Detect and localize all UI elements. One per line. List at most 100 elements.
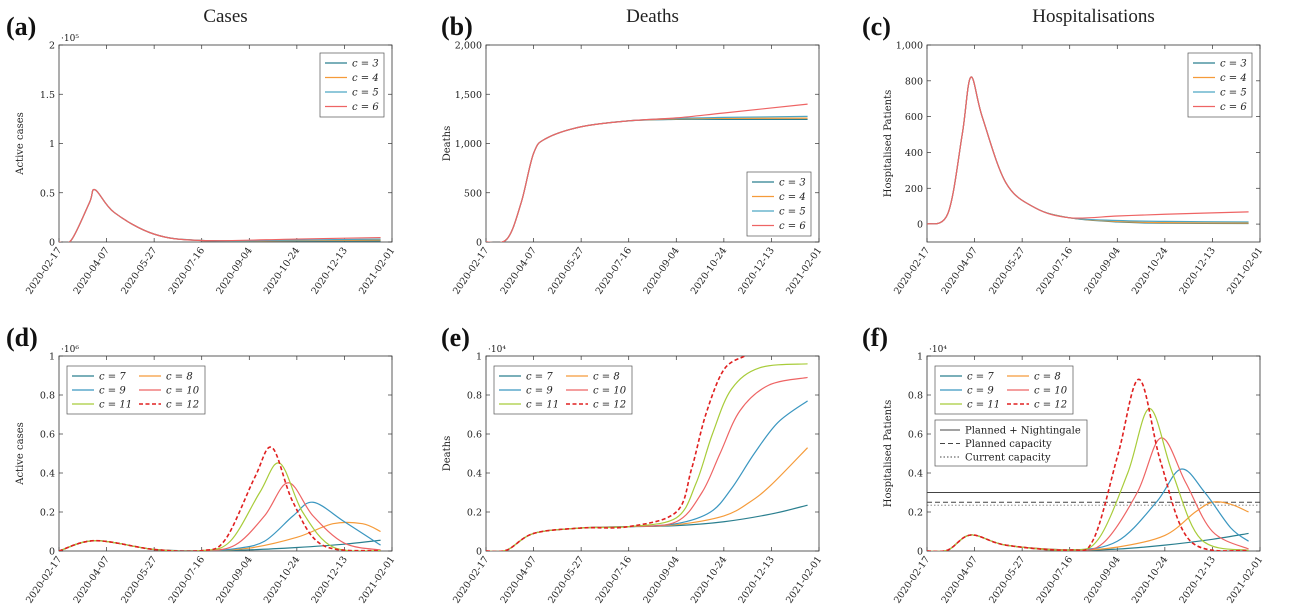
series-line-c-12	[927, 378, 1249, 551]
x-tick-label: 2020-04-07	[499, 245, 539, 296]
y-axis-label: Active cases	[15, 112, 26, 176]
y-tick-label: 1	[917, 352, 923, 363]
y-tick-label: 0.4	[40, 469, 55, 480]
y-tick-label: 1.5	[40, 90, 55, 101]
x-tick-label: 2021-02-01	[784, 245, 824, 296]
y-tick-label: 600	[905, 112, 923, 123]
legend-label: c = 4	[352, 73, 379, 84]
x-tick-label: 2020-12-13	[309, 554, 349, 605]
x-tick-label: 2020-04-07	[72, 554, 112, 605]
x-tick-label: 2020-10-24	[689, 245, 729, 296]
series-line-c-12	[486, 356, 746, 551]
panel-c: (c) Hospitalisations 0 200 400 600 800 1,000 Hos…	[862, 6, 1265, 297]
legend-label: c = 10	[166, 386, 200, 397]
y-tick-label: 0	[49, 238, 55, 249]
y-tick-label: 500	[464, 188, 482, 199]
legend-label: c = 3	[779, 178, 806, 189]
x-tick-label: 2020-02-17	[892, 554, 932, 605]
x-tick-label: 2020-09-04	[214, 554, 254, 605]
x-tick-label: 2020-02-17	[24, 554, 64, 605]
x-tick-label: 2020-12-13	[1177, 554, 1217, 605]
y-tick-label: 1,000	[455, 139, 482, 150]
axes-frame	[926, 355, 1261, 552]
y-tick-label: 400	[905, 148, 923, 159]
panel-label: (c)	[862, 12, 891, 41]
y-tick-label: 0	[917, 220, 923, 231]
y-axis-label: Deaths	[442, 436, 453, 472]
legend-label: c = 7	[99, 372, 126, 383]
y-tick-label: 0.6	[40, 430, 55, 441]
y-tick-label: 0.4	[467, 469, 482, 480]
x-tick-label: 2020-05-27	[119, 245, 159, 296]
x-tick-label: 2020-05-27	[987, 245, 1027, 296]
x-tick-label: 2020-02-17	[451, 554, 491, 605]
panel-d: (d) 0 0.2 0.4 0.6 0.8 1 ·10⁶ Active cases 2020-02…	[6, 323, 397, 606]
y-tick-label: 1,000	[896, 41, 923, 52]
chart-title: Cases	[203, 6, 247, 27]
legend-label: Planned capacity	[965, 439, 1052, 450]
y-tick-label: 0	[476, 547, 482, 558]
legend-label: c = 4	[1220, 73, 1247, 84]
y-multiplier: ·10⁵	[61, 34, 79, 44]
series-line-c-11	[927, 408, 1249, 551]
y-tick-label: 0.8	[40, 391, 55, 402]
legend: c = 3 c = 4 c = 5 c = 6	[1187, 52, 1253, 118]
y-tick-label: 0.8	[467, 391, 482, 402]
y-axis-label: Deaths	[442, 126, 453, 162]
y-tick-label: 1	[49, 139, 55, 150]
x-tick-label: 2020-10-24	[1130, 245, 1170, 296]
legend: c = 3 c = 4 c = 5 c = 6	[746, 171, 812, 237]
series-line-c-3	[59, 188, 381, 242]
legend: c = 7 c = 8 c = 9 c = 10 c = 11 c = 12	[934, 365, 1074, 415]
capacity-legend: Planned + Nightingale Planned capacity Cur…	[934, 419, 1088, 467]
x-tick-label: 2020-02-17	[24, 245, 64, 296]
legend-label: c = 6	[352, 102, 379, 113]
legend-label: c = 5	[1220, 88, 1247, 99]
x-tick-label: 2020-09-04	[214, 245, 254, 296]
y-tick-label: 0.2	[40, 508, 55, 519]
legend-label: c = 11	[526, 400, 559, 411]
series-line-c-5	[59, 188, 381, 242]
series-line-c-7	[486, 504, 808, 551]
legend-label: c = 7	[526, 372, 553, 383]
x-tick-label: 2020-04-07	[72, 245, 112, 296]
legend-label: c = 5	[779, 207, 806, 218]
y-tick-label: 2,000	[455, 41, 482, 52]
legend: c = 7 c = 8 c = 9 c = 10 c = 11 c = 12	[493, 365, 633, 415]
x-tick-label: 2020-04-07	[499, 554, 539, 605]
legend-label: c = 5	[352, 88, 379, 99]
x-tick-label: 2020-05-27	[119, 554, 159, 605]
legend-label: c = 11	[99, 400, 132, 411]
x-tick-label: 2020-07-16	[167, 554, 207, 605]
legend-label: c = 8	[593, 372, 620, 383]
series-line-c-6	[59, 188, 381, 242]
series-line-c-8	[927, 501, 1249, 551]
x-tick-label: 2020-12-13	[736, 554, 776, 605]
chart-title: Hospitalisations	[1032, 6, 1154, 27]
x-tick-label: 2020-04-07	[940, 554, 980, 605]
y-tick-label: 0.2	[908, 508, 923, 519]
y-axis-label: Hospitalised Patients	[883, 90, 894, 197]
legend-label: c = 3	[1220, 59, 1247, 70]
x-tick-label: 2020-09-04	[1082, 554, 1122, 605]
legend-label: c = 12	[593, 400, 626, 411]
x-tick-label: 2020-05-27	[987, 554, 1027, 605]
y-axis-label: Active cases	[15, 422, 26, 486]
series-line-c-9	[59, 501, 381, 551]
panel-a: (a) Cases 0 0.5 1 1.5 2 ·10⁵ Active cases 2020-02…	[6, 6, 397, 297]
x-tick-label: 2020-04-07	[940, 245, 980, 296]
legend-label: Current capacity	[965, 453, 1051, 464]
x-tick-label: 2020-10-24	[262, 554, 302, 605]
legend: c = 3 c = 4 c = 5 c = 6	[319, 52, 385, 118]
x-tick-label: 2020-10-24	[1130, 554, 1170, 605]
legend-label: c = 10	[1034, 386, 1068, 397]
series-line-c-8	[486, 447, 809, 551]
y-tick-label: 800	[905, 76, 923, 87]
series-group	[59, 446, 381, 551]
legend-label: c = 12	[1034, 400, 1067, 411]
x-tick-label: 2021-02-01	[357, 245, 397, 296]
x-tick-label: 2021-02-01	[1225, 245, 1265, 296]
panel-label: (a)	[6, 12, 36, 41]
x-tick-label: 2021-02-01	[1225, 554, 1265, 605]
